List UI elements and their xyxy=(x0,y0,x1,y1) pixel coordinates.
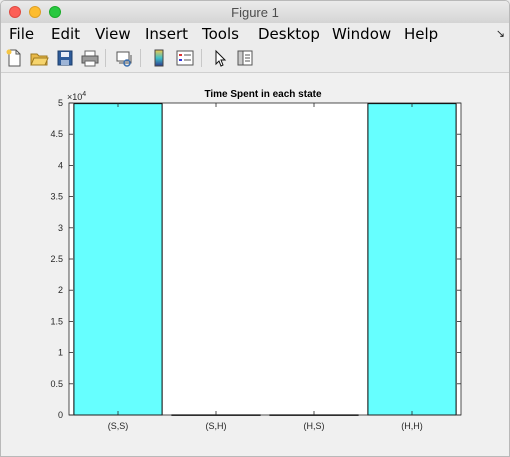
x-tick-label: (H,H) xyxy=(401,421,423,431)
new-figure-icon[interactable] xyxy=(4,48,24,68)
maximize-window-button[interactable] xyxy=(49,6,61,18)
close-window-button[interactable] xyxy=(9,6,21,18)
insert-colorbar-icon[interactable] xyxy=(149,48,169,68)
link-plot-icon[interactable] xyxy=(114,48,134,68)
y-tick-label: 5 xyxy=(58,98,63,108)
menu-tools[interactable]: Tools xyxy=(202,25,239,43)
bar-0[interactable] xyxy=(73,103,163,416)
pointer-icon[interactable] xyxy=(210,48,230,68)
toolbar-separator xyxy=(105,49,106,67)
insert-legend-icon[interactable] xyxy=(175,48,195,68)
y-tick-label: 1.5 xyxy=(50,316,63,326)
menu-window[interactable]: Window xyxy=(332,25,392,43)
figure-canvas: Time Spent in each state 0 0.5 1 1.5 2 2.5 3 3.… xyxy=(1,73,509,457)
toolbar-separator xyxy=(201,49,202,67)
menu-help[interactable]: Help xyxy=(404,25,439,43)
property-inspector-icon[interactable] xyxy=(235,48,255,68)
bar-3[interactable] xyxy=(367,103,457,416)
minimize-window-button[interactable] xyxy=(29,6,41,18)
x-tick-label: (S,S) xyxy=(108,421,129,431)
y-tick-label: 2 xyxy=(58,285,63,295)
y-exponent-power: 4 xyxy=(82,91,86,98)
y-tick-label: 3.5 xyxy=(50,192,63,202)
y-tick-label: 4.5 xyxy=(50,129,63,139)
open-file-icon[interactable] xyxy=(29,48,49,68)
figure-toolbar xyxy=(1,45,509,73)
menu-view[interactable]: View xyxy=(95,25,131,43)
menu-insert[interactable]: Insert xyxy=(145,25,189,43)
y-tick-label: 0.5 xyxy=(50,379,63,389)
print-icon[interactable] xyxy=(80,48,100,68)
y-tick-label: 0 xyxy=(58,410,63,420)
save-icon[interactable] xyxy=(55,48,75,68)
dock-arrow-icon[interactable]: ↘ xyxy=(495,28,505,40)
toolbar-separator xyxy=(140,49,141,67)
x-tick-label: (H,S) xyxy=(304,421,325,431)
menu-bar: File Edit View Insert Tools Desktop Wind… xyxy=(1,23,509,43)
window-title: Figure 1 xyxy=(231,5,279,20)
bar-chart[interactable]: Time Spent in each state 0 0.5 1 1.5 2 2.5 3 3.… xyxy=(1,73,509,457)
y-tick-label: 4 xyxy=(58,160,63,170)
y-tick-label: 1 xyxy=(58,348,63,358)
menu-edit[interactable]: Edit xyxy=(51,25,81,43)
x-tick-label: (S,H) xyxy=(206,421,227,431)
y-exponent-label: ×104 xyxy=(67,91,86,102)
title-bar[interactable]: Figure 1 xyxy=(1,1,509,24)
menu-desktop[interactable]: Desktop xyxy=(258,25,320,43)
y-tick-label: 2.5 xyxy=(50,254,63,264)
y-tick-label: 3 xyxy=(58,223,63,233)
menu-file[interactable]: File xyxy=(9,25,35,43)
chart-title: Time Spent in each state xyxy=(204,89,322,100)
